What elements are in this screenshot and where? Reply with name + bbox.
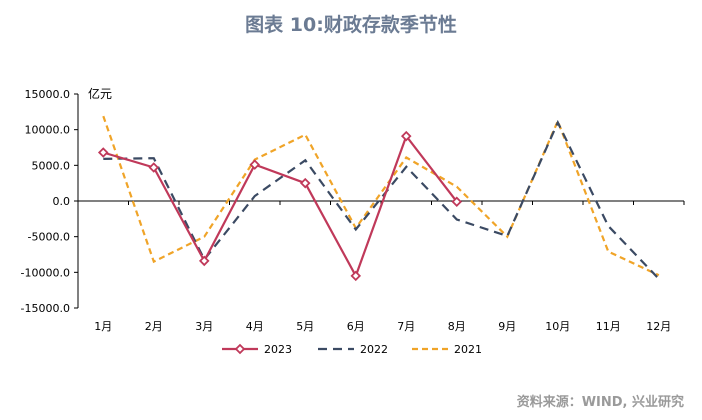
point-2023-5月	[299, 177, 311, 189]
point-2023-8月	[451, 196, 463, 207]
y-tick-label: -15000.0	[21, 302, 70, 315]
series-layer	[97, 115, 660, 282]
legend: 2023 2022 2021	[222, 343, 482, 356]
legend-marker	[234, 343, 246, 355]
legend-item-2023: 2023	[222, 343, 292, 356]
source-note: 资料来源：WIND, 兴业研究	[516, 395, 684, 410]
y-tick-label: 0.0	[53, 195, 71, 208]
x-tick-label: 12月	[646, 320, 671, 333]
x-tick-label: 6月	[347, 320, 365, 333]
x-tick-label: 3月	[195, 320, 213, 333]
point-2023-2月	[148, 162, 160, 173]
point-2023-4月	[249, 159, 261, 170]
point-2023-7月	[400, 130, 412, 142]
y-tick-label: -10000.0	[21, 266, 70, 279]
series-2021	[102, 115, 660, 277]
x-tick-label: 8月	[448, 320, 466, 333]
x-tick-label: 7月	[397, 320, 415, 333]
x-tick-label: 5月	[296, 320, 314, 333]
legend-item-2021: 2021	[412, 343, 482, 356]
series-line-2021	[102, 115, 660, 277]
chart-title: 图表 10:财政存款季节性	[245, 14, 457, 36]
series-line-2023	[102, 133, 458, 279]
x-tick-label: 4月	[246, 320, 264, 333]
point-2023-3月	[198, 255, 210, 267]
point-2023-1月	[97, 147, 109, 158]
axes: 15000.0 10000.0 5000.0 0.0 -5000.0 -10000.0 -1…	[21, 86, 685, 333]
series-2022	[103, 119, 660, 280]
x-tick-label: 1月	[94, 320, 112, 333]
series-line-2022	[103, 119, 660, 280]
y-tick-label: -5000.0	[28, 231, 70, 244]
y-unit-label: 亿元	[88, 86, 112, 101]
legend-label: 2023	[264, 343, 292, 356]
x-tick-label: 9月	[498, 320, 516, 333]
y-tick-label: 5000.0	[32, 159, 71, 172]
x-tick-label: 11月	[596, 320, 621, 333]
legend-item-2022: 2022	[318, 343, 388, 356]
y-tick-label: 15000.0	[25, 88, 71, 101]
x-tick-label: 2月	[145, 320, 163, 333]
series-2023	[97, 130, 463, 282]
legend-label: 2021	[454, 343, 482, 356]
point-2023-6月	[350, 270, 362, 282]
x-tick-label: 10月	[545, 320, 570, 333]
y-tick-label: 10000.0	[25, 124, 71, 137]
legend-label: 2022	[360, 343, 388, 356]
